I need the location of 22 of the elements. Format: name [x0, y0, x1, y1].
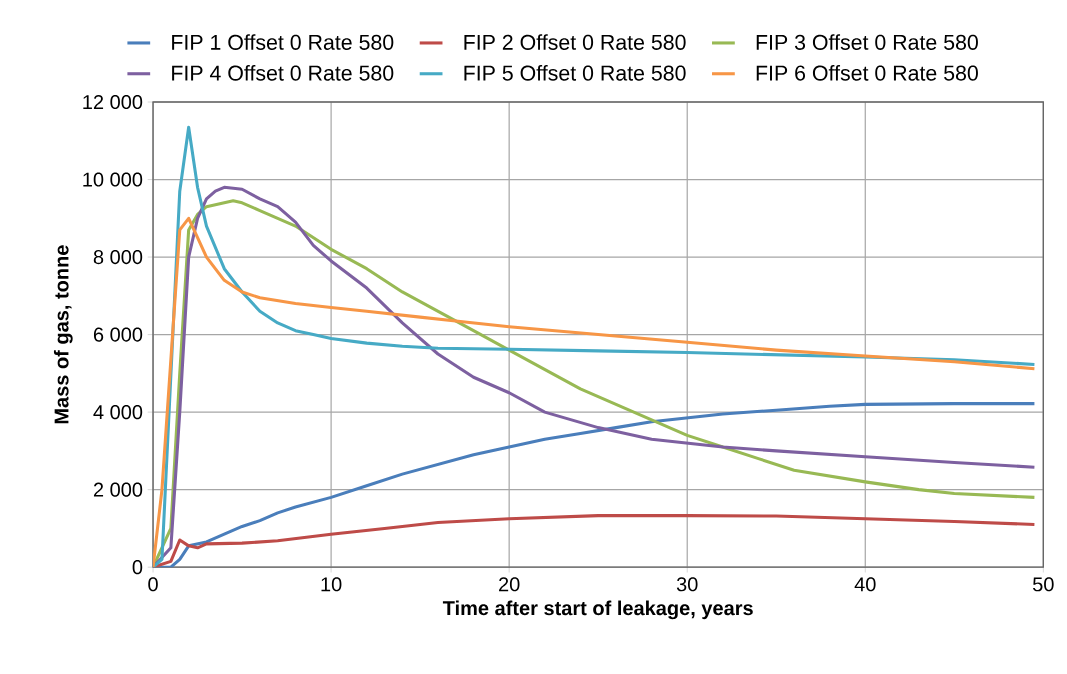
legend-label: FIP 6 Offset 0 Rate 580 [756, 65, 978, 81]
x-tick-label: 40 [854, 577, 876, 592]
x-tick-label: 0 [148, 577, 158, 592]
x-tick-label: 10 [321, 577, 342, 592]
y-axis-title: Mass of gas, tonne [53, 245, 73, 424]
y-tick-label: 12 000 [83, 95, 143, 110]
x-tick-label: 50 [1032, 577, 1054, 592]
y-tick-label: 6 000 [93, 327, 143, 342]
legend-label: FIP 2 Offset 0 Rate 580 [464, 34, 686, 51]
y-tick-label: 8 000 [93, 250, 143, 265]
legend-label: FIP 3 Offset 0 Rate 580 [756, 34, 978, 51]
y-tick-label: 0 [132, 560, 143, 575]
x-axis-title: Time after start of leakage, years [442, 600, 753, 620]
legend-label: FIP 5 Offset 0 Rate 580 [464, 65, 686, 81]
legend-label: FIP 4 Offset 0 Rate 580 [172, 65, 394, 81]
legend-label: FIP 1 Offset 0 Rate 580 [172, 34, 394, 51]
y-tick-label: 2 000 [93, 482, 143, 497]
y-tick-label: 10 000 [83, 172, 143, 187]
x-tick-label: 20 [499, 577, 520, 592]
y-tick-label: 4 000 [93, 405, 143, 420]
x-tick-label: 30 [676, 577, 698, 592]
line-series [153, 514, 1036, 568]
